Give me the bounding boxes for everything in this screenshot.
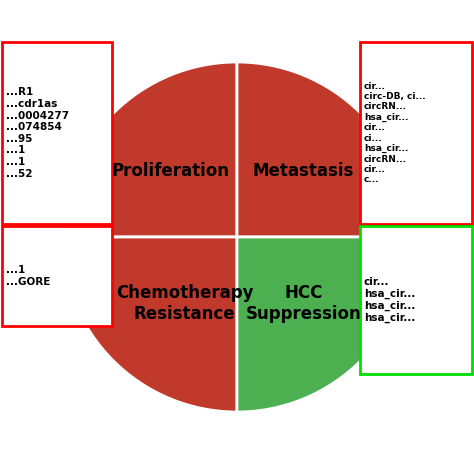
Text: ...1
...GORE: ...1 ...GORE bbox=[6, 265, 50, 287]
Text: Chemotherapy
Resistance: Chemotherapy Resistance bbox=[116, 284, 253, 323]
Wedge shape bbox=[62, 237, 237, 412]
Wedge shape bbox=[237, 62, 412, 237]
Bar bbox=[2, 226, 112, 326]
Text: Proliferation: Proliferation bbox=[111, 162, 229, 180]
Wedge shape bbox=[62, 62, 237, 237]
Bar bbox=[2, 42, 112, 224]
Wedge shape bbox=[237, 237, 412, 412]
Bar bbox=[360, 42, 472, 224]
Text: ...R1
...cdr1as
...0004277
...074854
...95
...1
...1
...52: ...R1 ...cdr1as ...0004277 ...074854 ...… bbox=[6, 87, 69, 179]
Text: HCC
Suppression: HCC Suppression bbox=[246, 284, 361, 323]
Text: Metastasis: Metastasis bbox=[253, 162, 354, 180]
Text: cir...
hsa_cir...
hsa_cir...
hsa_cir...: cir... hsa_cir... hsa_cir... hsa_cir... bbox=[364, 277, 415, 323]
Text: cir...
circ-DB, ci...
circRN...
hsa_cir...
cir...
ci...
hsa_cir...
circRN...
cir: cir... circ-DB, ci... circRN... hsa_cir.… bbox=[364, 82, 426, 184]
Bar bbox=[360, 226, 472, 374]
